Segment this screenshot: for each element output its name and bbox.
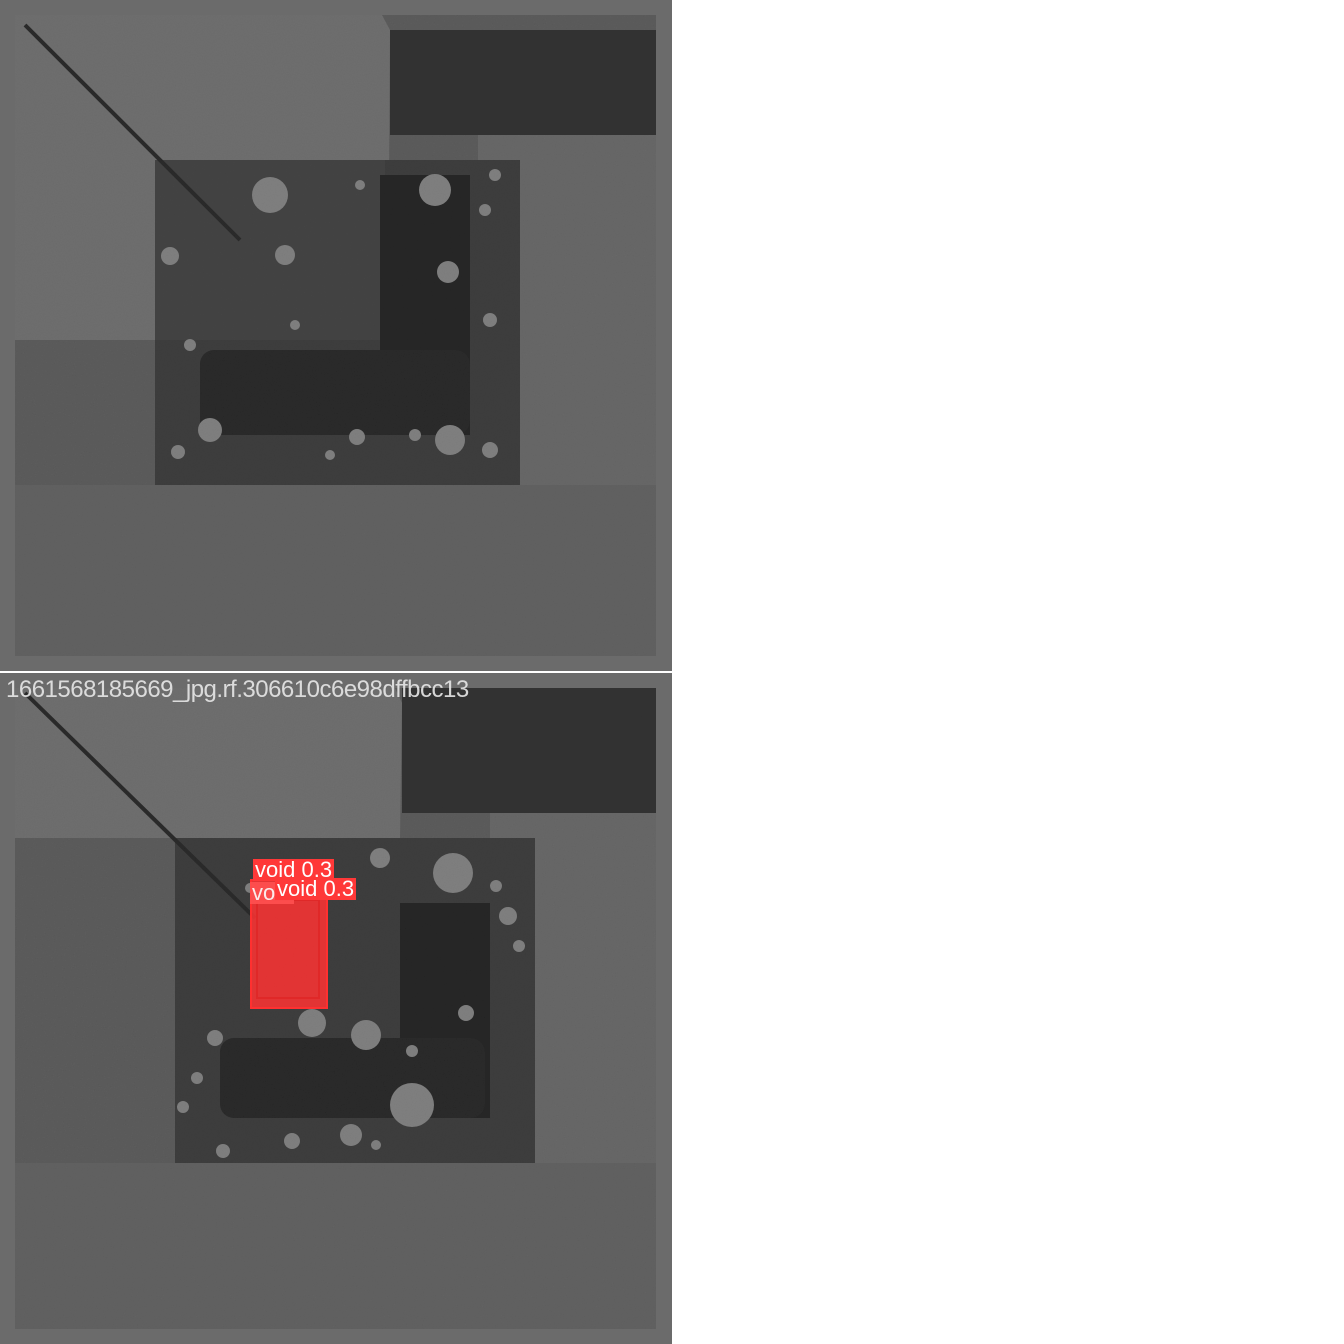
void-detection-box-2 — [256, 899, 320, 999]
void-detection-label-2: void 0.3 — [275, 876, 357, 901]
image-filename-caption: 1661568185669_jpg.rf.306610c6e98dffbcc13 — [6, 676, 469, 703]
xray-image-top — [0, 0, 672, 671]
xray-scan-top — [15, 15, 656, 656]
void-detection-label-1: void 0.3 — [253, 857, 335, 882]
xray-image-bottom: 1661568185669_jpg.rf.306610c6e98dffbcc13… — [0, 673, 672, 1344]
xray-scan-bottom — [15, 688, 656, 1329]
